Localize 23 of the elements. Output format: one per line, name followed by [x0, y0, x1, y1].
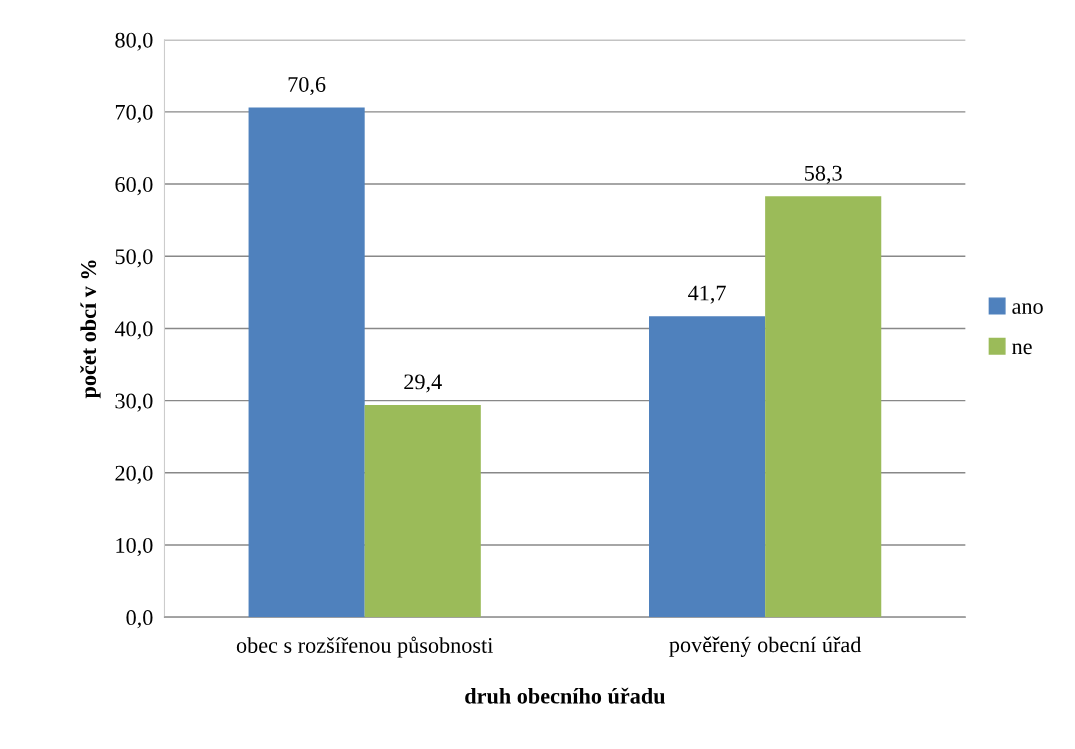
x-axis-title: druh obecního úřadu: [465, 687, 665, 704]
y-tick-label: 70,0: [115, 104, 153, 124]
x-tick-label: pověřený obecní úřad: [669, 636, 862, 657]
y-tick-label: 80,0: [115, 32, 153, 51]
x-tick-label: obec s rozšířenou působnosti: [236, 636, 493, 658]
y-tick-label: 50,0: [115, 249, 153, 268]
legend-label: ano: [1012, 303, 1043, 314]
data-label: 41,7: [688, 285, 726, 304]
bar: [649, 316, 766, 618]
y-tick-label: 10,0: [116, 537, 153, 557]
data-label: 70,6: [288, 76, 326, 96]
bar: [364, 404, 481, 618]
y-tick-label: 60,0: [115, 177, 153, 196]
bar: [765, 196, 882, 618]
y-tick-label: 30,0: [115, 393, 153, 412]
y-tick-label: 20,0: [115, 465, 153, 484]
legend-label: ne: [1012, 343, 1032, 355]
bar: [248, 107, 365, 618]
data-label: 29,4: [404, 374, 442, 393]
data-label: 58,3: [805, 165, 842, 184]
y-axis-title: počet obcí v %: [80, 260, 101, 399]
y-tick-label: 40,0: [114, 321, 153, 340]
y-tick-label: 0,0: [126, 610, 153, 629]
